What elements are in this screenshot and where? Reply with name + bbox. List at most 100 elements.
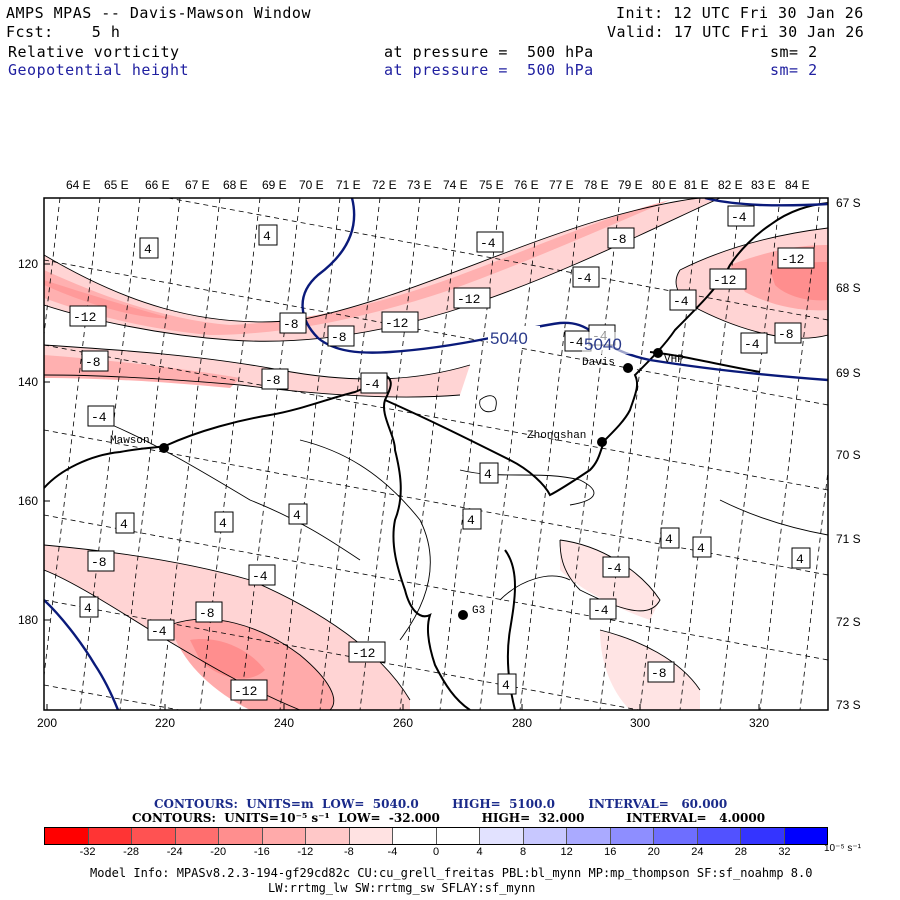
color-bar-cell <box>88 828 132 844</box>
vort-label: 4 <box>502 678 510 693</box>
vort-label: -4 <box>731 210 747 225</box>
color-bar-tick: 24 <box>691 846 704 858</box>
lat-label: 73 S <box>836 698 861 712</box>
lon-label: 70 E <box>299 178 324 192</box>
color-bar-cell <box>610 828 654 844</box>
mawson-dot <box>159 443 169 453</box>
stations: Mawson Zhongshan Davis VHP G3 <box>110 348 684 620</box>
lat-label: 68 S <box>836 281 861 295</box>
vort-label: 4 <box>84 601 92 616</box>
latitude-labels: 67 S 68 S 69 S 70 S 71 S 72 S 73 S <box>836 196 861 712</box>
vort-label: -4 <box>480 236 496 251</box>
color-bar-tick: 32 <box>778 846 791 858</box>
vort-label: -4 <box>91 410 107 425</box>
color-bar-cell <box>523 828 567 844</box>
color-bar-tick: 28 <box>734 846 747 858</box>
vort-label: -8 <box>265 373 281 388</box>
vort-label: -12 <box>385 316 408 331</box>
lon-label: 83 E <box>751 178 776 192</box>
lon-label: 69 E <box>262 178 287 192</box>
lat-label: 71 S <box>836 532 861 546</box>
lon-label: 75 E <box>479 178 504 192</box>
x-label: 320 <box>749 716 769 730</box>
x-grid-labels: 200 220 240 260 280 300 320 <box>37 716 769 730</box>
color-bar-tick: -16 <box>253 846 270 858</box>
lon-label: 84 E <box>785 178 810 192</box>
vort-label: -8 <box>283 317 299 332</box>
lon-label: 77 E <box>549 178 574 192</box>
color-bar-tick: -4 <box>387 846 398 858</box>
lon-label: 68 E <box>223 178 248 192</box>
field2-pressure: at pressure = 500 hPa <box>384 61 594 79</box>
height-labels: 5040 5040 <box>488 326 634 354</box>
color-bar-tick: -32 <box>79 846 96 858</box>
color-bar-cell <box>349 828 393 844</box>
vort-label: -8 <box>331 330 347 345</box>
field1-name: Relative vorticity <box>8 43 180 61</box>
lon-label: 79 E <box>618 178 643 192</box>
lon-label: 71 E <box>336 178 361 192</box>
height-label: 5040 <box>490 329 528 348</box>
vorticity-labels: 4 4 -4 -4 -8 -12 -8 -12 -12 -8 -8 -4 -4 … <box>69 205 815 701</box>
color-bar-cell <box>480 828 524 844</box>
station-label-vhp: VHP <box>664 354 684 366</box>
vort-label: 4 <box>796 552 804 567</box>
vort-label: -8 <box>611 232 627 247</box>
vort-label: 4 <box>697 541 705 556</box>
vort-label: 4 <box>120 517 128 532</box>
lon-label: 64 E <box>66 178 91 192</box>
vort-label: 4 <box>484 467 492 482</box>
vort-label: 4 <box>467 513 475 528</box>
field1-pressure: at pressure = 500 hPa <box>384 43 594 61</box>
vorticity-contour-info: CONTOURS: UNITS=10⁻⁵ s⁻¹ LOW= -32.000 HI… <box>132 811 766 825</box>
color-bar-tick: -24 <box>166 846 183 858</box>
vort-label: -8 <box>199 606 215 621</box>
vort-label: -4 <box>151 624 167 639</box>
init-time: Init: 12 UTC Fri 30 Jan 26 <box>616 4 864 22</box>
vhp-dot <box>653 348 663 358</box>
color-bar-tick: 0 <box>432 846 440 858</box>
zhongshan-dot <box>597 437 607 447</box>
vort-label: -12 <box>457 292 480 307</box>
x-label: 260 <box>393 716 413 730</box>
lon-label: 72 E <box>372 178 397 192</box>
vort-label: 4 <box>144 242 152 257</box>
vort-label: -4 <box>606 561 622 576</box>
lon-label: 81 E <box>684 178 709 192</box>
color-bar-cell <box>132 828 176 844</box>
y-label: 180 <box>18 613 38 627</box>
vort-label: -8 <box>778 327 794 342</box>
color-bar-cell <box>784 828 827 844</box>
axis-ticks <box>44 263 760 710</box>
lon-label: 80 E <box>652 178 677 192</box>
vort-label: -12 <box>713 273 736 288</box>
valid-time: Valid: 17 UTC Fri 30 Jan 26 <box>607 23 865 41</box>
color-bar-cell <box>567 828 611 844</box>
vort-label: -4 <box>673 294 689 309</box>
station-label-davis: Davis <box>582 357 615 369</box>
color-bar-tick: 4 <box>476 846 483 858</box>
color-bar-cell <box>741 828 785 844</box>
x-label: 220 <box>155 716 175 730</box>
lat-label: 69 S <box>836 366 861 380</box>
station-label-g3: G3 <box>472 605 485 617</box>
vort-label: -12 <box>73 310 96 325</box>
color-bar-cell <box>393 828 437 844</box>
vort-label: 4 <box>219 516 227 531</box>
lon-label: 74 E <box>443 178 468 192</box>
color-bar-cell <box>654 828 698 844</box>
color-bar-cell <box>436 828 480 844</box>
lat-label: 70 S <box>836 448 861 462</box>
vort-label: -12 <box>352 646 375 661</box>
color-bar-tick: -20 <box>210 846 227 858</box>
color-bar-tick: -12 <box>297 846 314 858</box>
field2-name: Geopotential height <box>8 61 190 79</box>
lon-label: 78 E <box>584 178 609 192</box>
color-bar-tick: 16 <box>604 846 617 858</box>
lon-label: 76 E <box>514 178 539 192</box>
lon-label: 82 E <box>718 178 743 192</box>
color-bar-units: 10⁻⁵ s⁻¹ <box>824 843 861 854</box>
color-bar-tick: 12 <box>560 846 573 858</box>
station-label-zhongshan: Zhongshan <box>527 430 586 442</box>
